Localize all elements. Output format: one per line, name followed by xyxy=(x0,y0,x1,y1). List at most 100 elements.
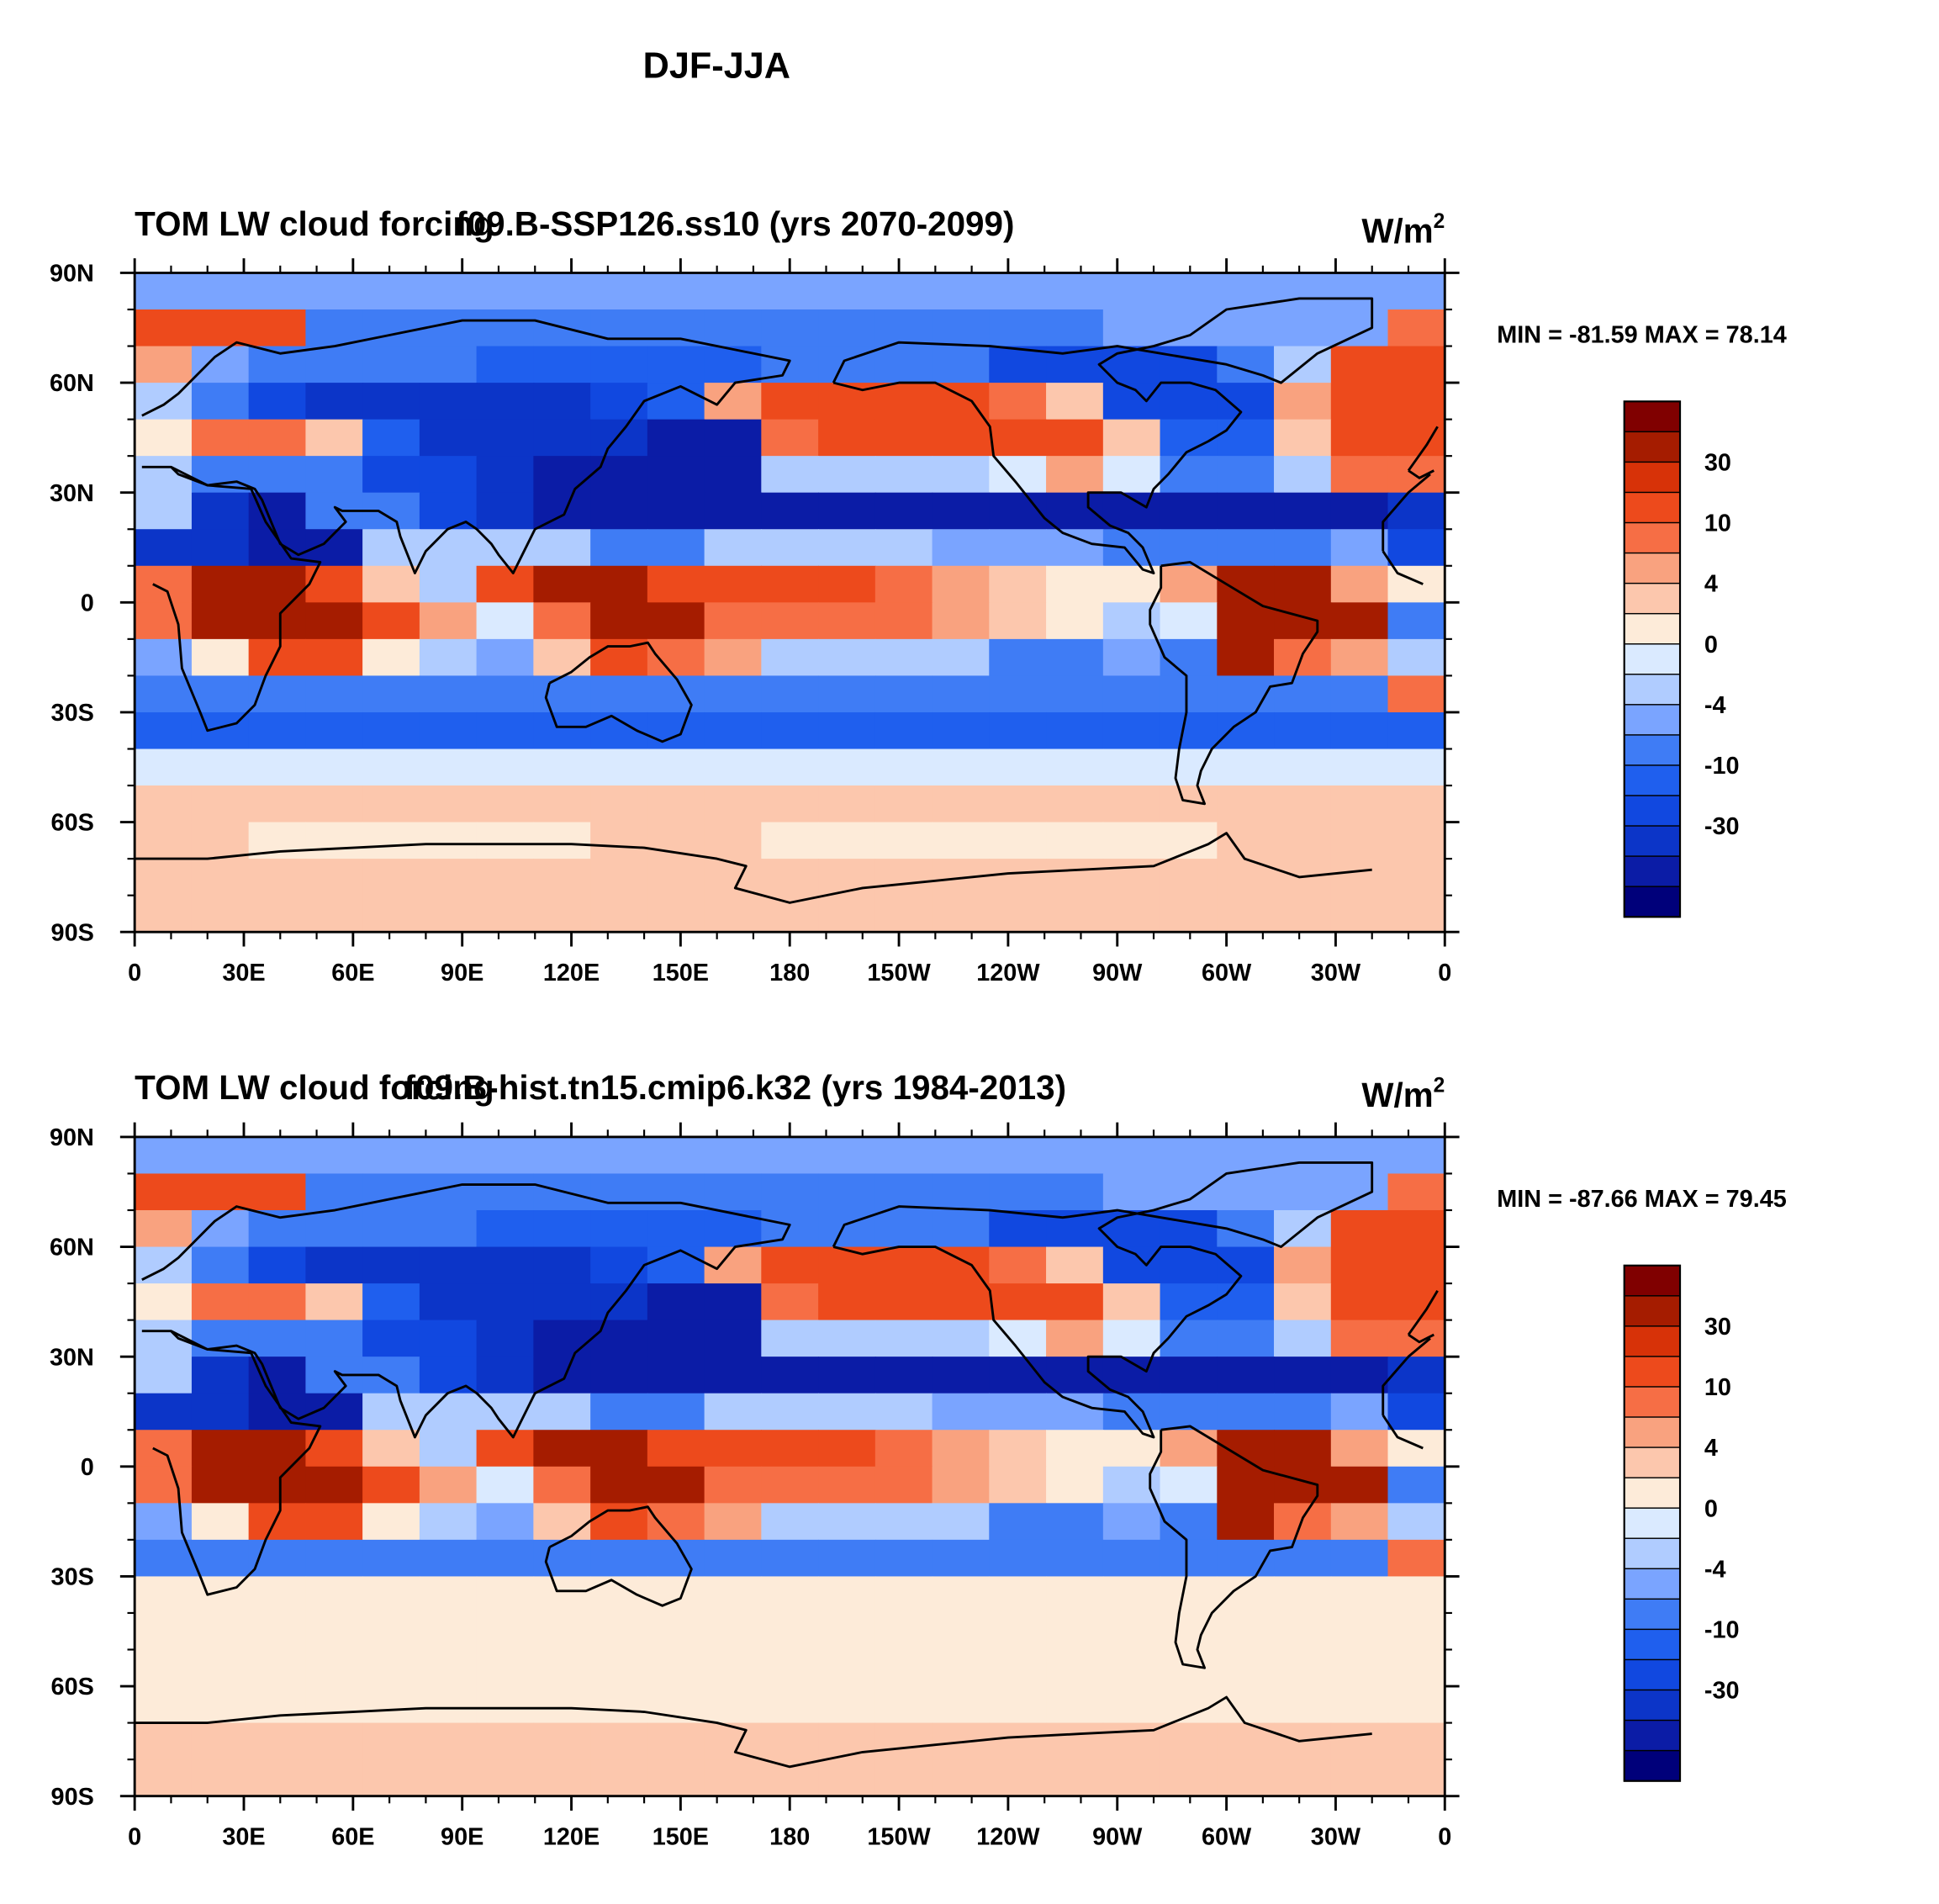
field-cell xyxy=(419,895,478,933)
field-cell xyxy=(1102,1136,1161,1175)
coastline xyxy=(152,1330,1431,1596)
units-label: W/m2 xyxy=(1361,210,1445,250)
field-cell xyxy=(1330,1430,1389,1468)
field-cell xyxy=(1102,1612,1161,1651)
field-cell xyxy=(1387,1759,1445,1797)
field-cell xyxy=(1217,1393,1275,1431)
field-cell xyxy=(1274,419,1332,457)
field-cell xyxy=(1217,529,1275,567)
field-cell xyxy=(533,748,591,786)
field-cell xyxy=(1330,638,1389,677)
field-cell xyxy=(191,1283,250,1321)
field-cell xyxy=(932,1503,991,1541)
field-cell xyxy=(1160,1539,1218,1578)
field-cell xyxy=(989,309,1047,347)
x-tick-label: 150E xyxy=(652,1823,709,1850)
field-cell xyxy=(761,1357,819,1394)
field-cell xyxy=(1160,272,1218,310)
field-cell xyxy=(135,346,193,383)
field-cell xyxy=(989,1722,1047,1760)
field-cell xyxy=(362,1759,420,1797)
field-cell xyxy=(1274,1649,1332,1687)
field-cell xyxy=(590,1393,648,1431)
field-cell xyxy=(761,1686,819,1724)
field-cell xyxy=(874,309,933,347)
field-cell xyxy=(932,1612,991,1651)
field-cell xyxy=(874,859,933,896)
field-cell xyxy=(191,1612,250,1651)
field-cell xyxy=(1330,859,1389,896)
field-cell xyxy=(248,272,307,310)
y-tick-label: 90S xyxy=(51,1784,94,1811)
y-tick-label: 90N xyxy=(50,261,94,288)
field-cell xyxy=(818,1539,876,1578)
field-cell xyxy=(1160,565,1218,604)
field-cell xyxy=(1102,1722,1161,1760)
field-cell xyxy=(989,1539,1047,1578)
field-cell xyxy=(1274,309,1332,347)
field-cell xyxy=(1217,1283,1275,1321)
field-cell xyxy=(1387,1173,1445,1211)
field-cell xyxy=(533,1393,591,1431)
field-cell xyxy=(704,638,763,677)
field-cell xyxy=(590,1430,648,1468)
field-cell xyxy=(704,383,763,420)
field-cell xyxy=(704,1246,763,1284)
field-cell xyxy=(533,529,591,567)
field-cell xyxy=(533,602,591,640)
y-tick-label: 90N xyxy=(50,1124,94,1151)
field-cell xyxy=(362,1173,420,1211)
field-cell xyxy=(1102,1283,1161,1321)
field-cell xyxy=(989,492,1047,530)
field-cell xyxy=(761,1320,819,1357)
field-cell xyxy=(1330,675,1389,713)
field-cell xyxy=(932,675,991,713)
field-cell xyxy=(704,1649,763,1687)
field-cell xyxy=(476,859,535,896)
field-cell xyxy=(1387,1136,1445,1175)
field-cell xyxy=(1330,822,1389,859)
field-cell xyxy=(989,1136,1047,1175)
field-cell xyxy=(476,1759,535,1797)
field-cell xyxy=(818,1393,876,1431)
field-cell xyxy=(191,1246,250,1284)
field-cell xyxy=(476,1246,535,1284)
field-cell xyxy=(305,1612,363,1651)
field-cell xyxy=(419,1503,478,1541)
field-cell xyxy=(1387,1722,1445,1760)
field-cell xyxy=(1046,456,1104,494)
field-cell xyxy=(1387,1612,1445,1651)
field-cell xyxy=(704,1466,763,1505)
field-cell xyxy=(1102,638,1161,677)
colorbar-swatch xyxy=(1623,1265,1681,1297)
field-cell xyxy=(590,1283,648,1321)
y-tick-label: 60S xyxy=(51,810,94,837)
field-cell xyxy=(590,1466,648,1505)
left-title: TOM LW cloud forcing xyxy=(135,204,494,243)
field-cell xyxy=(590,1612,648,1651)
field-cell xyxy=(1046,675,1104,713)
field-cell xyxy=(647,638,705,677)
field-cell xyxy=(874,638,933,677)
field-cell xyxy=(191,565,250,604)
field-cell xyxy=(1274,785,1332,823)
field-cell xyxy=(248,711,307,750)
field-cell xyxy=(362,748,420,786)
field-cell xyxy=(874,1357,933,1394)
field-cell xyxy=(305,638,363,677)
field-cell xyxy=(1160,456,1218,494)
field-cell xyxy=(590,529,648,567)
field-cell xyxy=(135,1136,193,1175)
field-cell xyxy=(1387,895,1445,933)
field-cell xyxy=(590,309,648,347)
field-cell xyxy=(1274,1246,1332,1284)
colorbar-label: -30 xyxy=(1704,813,1740,840)
field-cell xyxy=(647,748,705,786)
colorbar-swatch xyxy=(1623,855,1681,888)
field-cell xyxy=(135,1466,193,1505)
colorbar-swatch xyxy=(1623,886,1681,918)
field-cell xyxy=(533,456,591,494)
field-cell xyxy=(1387,346,1445,383)
field-cell xyxy=(248,1320,307,1357)
field-cell xyxy=(1160,529,1218,567)
